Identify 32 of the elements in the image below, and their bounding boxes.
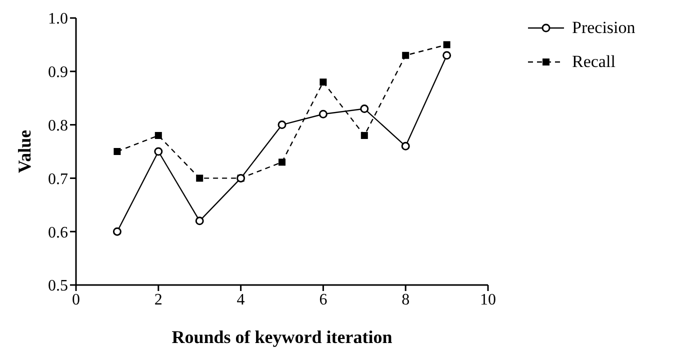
point: [195, 216, 204, 226]
point: [402, 52, 410, 59]
point: [278, 120, 286, 130]
point: [196, 174, 204, 182]
x-tick-label: 2: [154, 291, 162, 308]
x-axis-title: Rounds of keyword iteration: [172, 327, 392, 347]
point: [318, 110, 328, 118]
y-tick-label: 0.8: [48, 117, 68, 134]
point: [443, 41, 450, 48]
x-tick-label: 8: [402, 291, 410, 308]
x-tick-label: 10: [480, 291, 496, 308]
point: [112, 227, 122, 236]
point: [360, 132, 368, 139]
legend-label: Recall: [572, 52, 616, 72]
y-axis-title: Value: [14, 130, 34, 174]
x-tick-label: 4: [236, 291, 245, 308]
point: [114, 148, 121, 155]
point: [154, 147, 163, 156]
y-tick-label: 0.7: [48, 170, 68, 188]
x-tick-label: 0: [72, 291, 80, 308]
x-tick-label: 6: [319, 291, 328, 308]
point: [278, 158, 286, 166]
y-tick-label: 0.6: [48, 224, 68, 242]
point: [442, 51, 452, 60]
legend-label: Precision: [572, 18, 636, 38]
y-tick-label: 1.0: [48, 10, 68, 28]
point: [154, 132, 162, 139]
point: [401, 142, 410, 150]
y-tick-label: 0.5: [48, 278, 68, 295]
point: [320, 78, 327, 86]
point: [360, 104, 369, 114]
y-tick-label: 0.9: [48, 64, 68, 82]
